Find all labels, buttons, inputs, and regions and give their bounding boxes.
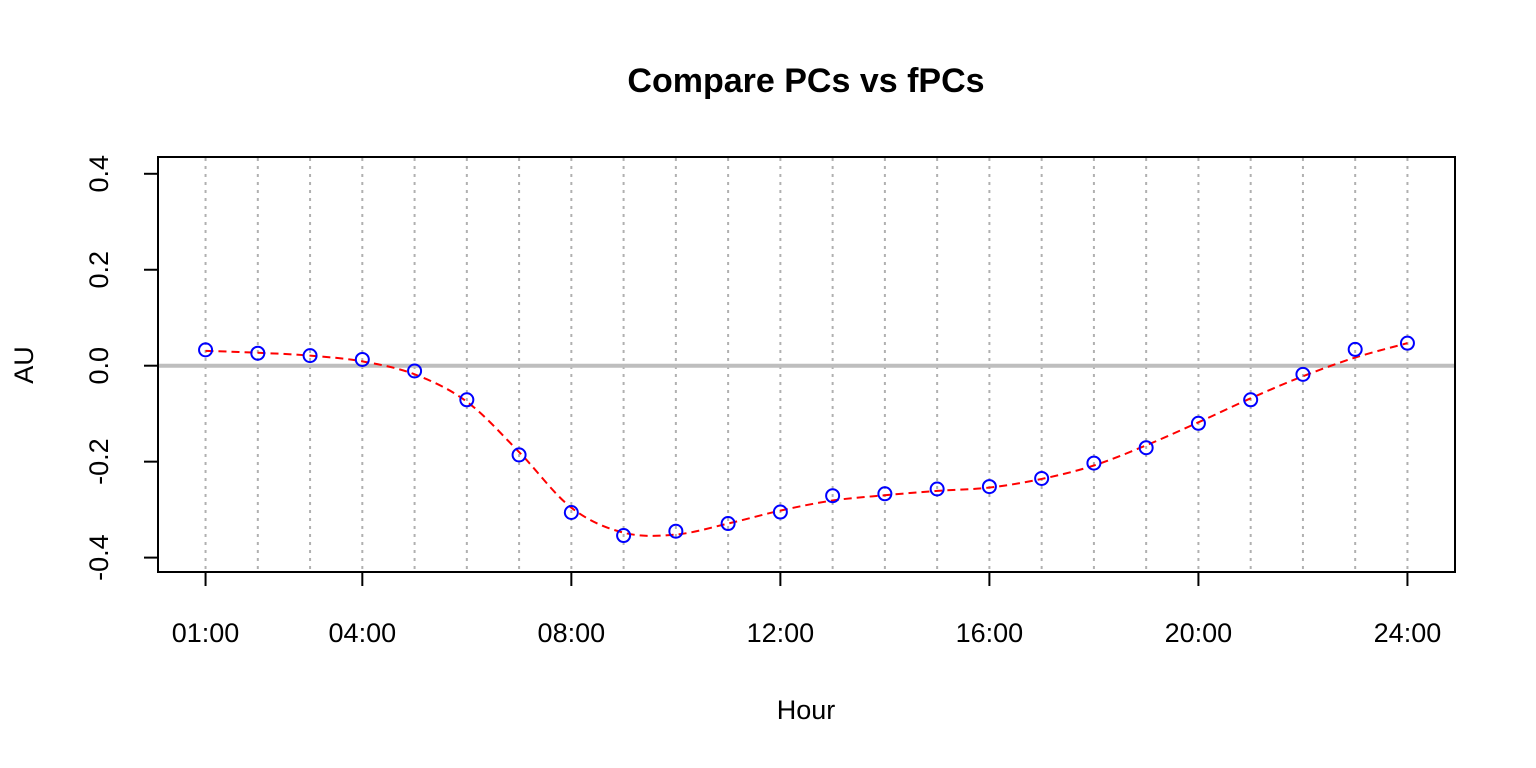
pc-point-17 — [1034, 470, 1050, 486]
x-tick-label: 16:00 — [956, 618, 1024, 648]
y-axis: -0.4 -0.2 0.0 0.2 0.4 — [84, 155, 158, 581]
pc-point-3 — [302, 348, 318, 364]
pc-point-18 — [1086, 455, 1102, 471]
y-tick-label: 0.0 — [84, 347, 114, 385]
pc-point-8 — [563, 505, 579, 521]
x-tick-label: 24:00 — [1374, 618, 1442, 648]
x-tick-label: 01:00 — [172, 618, 240, 648]
pc-point-10 — [668, 523, 684, 539]
pc-point-19 — [1138, 440, 1154, 456]
pc-point-9 — [616, 528, 632, 544]
pc-point-14 — [877, 486, 893, 502]
pc-point-16 — [981, 479, 997, 495]
pc-point-2 — [250, 345, 266, 361]
pc-point-24 — [1399, 335, 1415, 351]
pc-point-23 — [1347, 341, 1363, 357]
x-axis-label: Hour — [777, 695, 836, 725]
y-tick-label: 0.2 — [84, 251, 114, 289]
pc-point-6 — [459, 392, 475, 408]
pc-point-11 — [720, 516, 736, 532]
x-tick-label: 08:00 — [538, 618, 606, 648]
y-axis-label: AU — [9, 346, 39, 384]
pc-point-7 — [511, 447, 527, 463]
pc-point-12 — [772, 504, 788, 520]
pc-point-22 — [1295, 366, 1311, 382]
pc-point-20 — [1190, 415, 1206, 431]
x-tick-label: 12:00 — [747, 618, 815, 648]
y-tick-label: 0.4 — [84, 155, 114, 193]
x-tick-label: 20:00 — [1165, 618, 1233, 648]
fpc-line — [205, 342, 1408, 537]
y-tick-label: -0.4 — [84, 534, 114, 581]
pc-point-21 — [1243, 392, 1259, 408]
pc-series — [198, 335, 1415, 544]
chart-title: Compare PCs vs fPCs — [627, 62, 984, 100]
pc-point-4 — [354, 351, 370, 367]
y-tick-label: -0.2 — [84, 438, 114, 485]
fpc-series — [205, 342, 1408, 537]
pc-point-15 — [929, 481, 945, 497]
pc-point-1 — [198, 342, 214, 358]
x-tick-label: 04:00 — [329, 618, 397, 648]
pc-point-5 — [407, 363, 423, 379]
pc-point-13 — [825, 488, 841, 504]
x-axis: 01:00 04:00 08:00 12:00 16:00 20:00 24:00 — [172, 571, 1442, 648]
